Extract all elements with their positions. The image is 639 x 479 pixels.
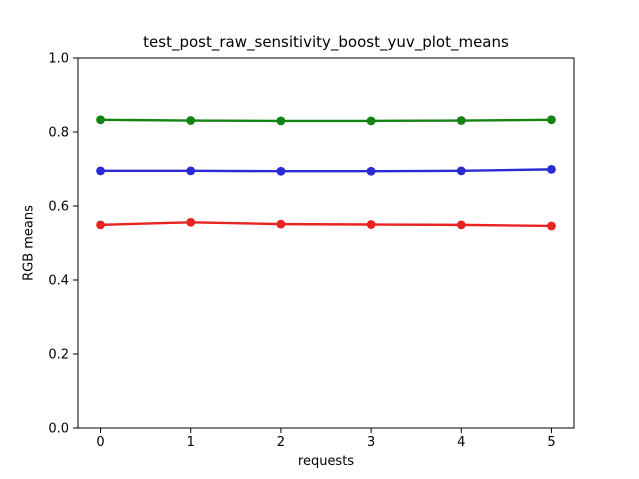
data-point-green [456,116,466,125]
x-tick-label: 3 [367,435,375,450]
data-point-red [96,220,105,230]
y-tick-label: 0.6 [48,200,69,215]
data-point-red [186,217,196,227]
series-line-red [99,221,553,228]
series-line-blue [99,168,553,173]
x-tick-label: 5 [547,435,555,450]
data-point-red [456,220,466,230]
x-tick-label: 2 [277,435,285,450]
y-tick-label: 0.0 [48,422,69,437]
data-point-green [547,115,556,125]
x-tick-label: 0 [96,435,104,450]
x-tick-label: 4 [457,435,465,450]
y-tick-label: 0.8 [48,126,69,141]
data-point-blue [366,166,376,176]
y-tick-label: 1.0 [48,52,69,67]
plot-border [77,57,575,429]
data-point-green [366,116,376,126]
data-point-blue [96,166,105,176]
chart-title: test_post_raw_sensitivity_boost_yuv_plot… [143,33,509,51]
series-line-green [99,118,553,123]
y-tick-label: 0.2 [48,348,69,363]
data-point-green [96,115,105,125]
data-point-blue [456,166,466,176]
data-point-blue [276,166,286,176]
x-tick-label: 1 [187,435,195,450]
data-point-red [547,221,556,231]
data-point-blue [547,164,556,174]
data-point-green [276,116,286,126]
data-point-blue [186,166,196,176]
data-point-green [186,116,196,125]
data-point-red [366,220,376,229]
x-axis-label: requests [297,454,355,469]
y-tick-label: 0.4 [48,274,69,289]
data-point-red [276,219,286,229]
